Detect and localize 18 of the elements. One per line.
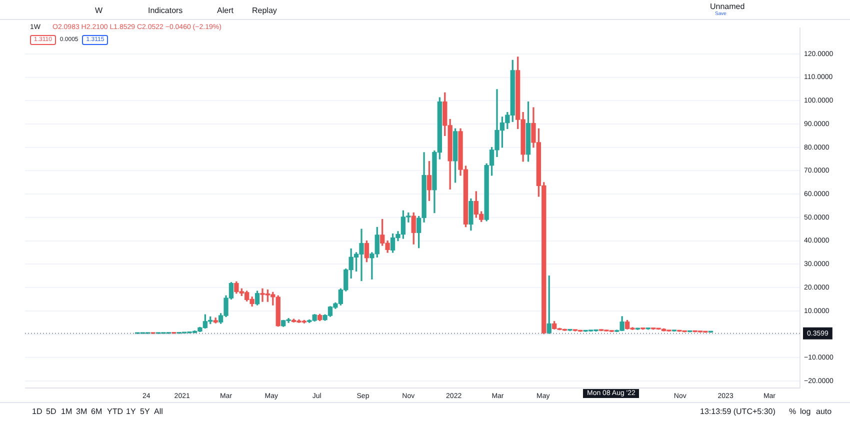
text: % — [789, 407, 796, 416]
text: YTD — [107, 407, 123, 416]
text: 13:13:59 (UTC+5:30) — [700, 407, 776, 416]
text: Alert — [217, 6, 234, 15]
text: 5Y — [140, 407, 150, 416]
text: log — [800, 407, 811, 416]
text: 3M — [76, 407, 88, 416]
text: Unnamed — [710, 2, 745, 11]
text: 6M — [91, 407, 102, 416]
text: 1M — [61, 407, 72, 416]
text: 5D — [46, 407, 56, 416]
text: All — [154, 407, 163, 416]
text: W — [95, 6, 103, 15]
text: Replay — [252, 6, 277, 15]
text: auto — [816, 407, 832, 416]
text: 1Y — [126, 407, 136, 416]
text: 1D — [32, 407, 42, 416]
text: Indicators — [148, 6, 183, 15]
